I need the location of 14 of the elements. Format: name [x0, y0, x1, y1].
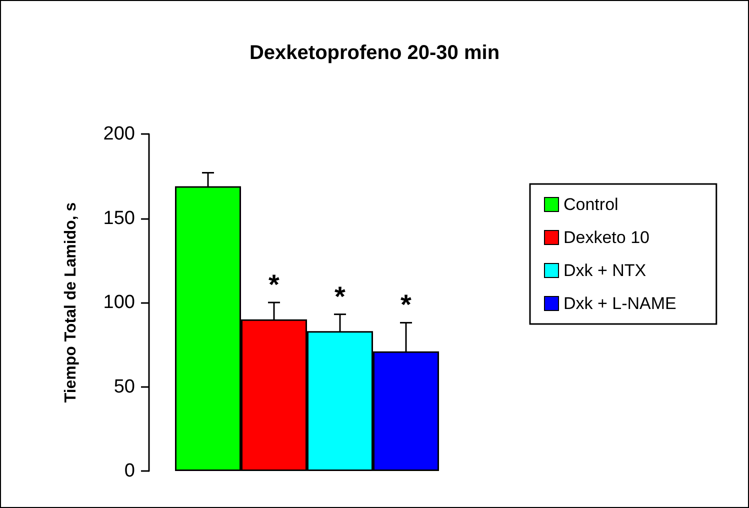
data-label: *	[268, 269, 280, 300]
legend-label: Control	[564, 195, 618, 214]
data-label: *	[400, 289, 412, 320]
y-tick-label: 100	[103, 292, 135, 313]
data-label: *	[334, 280, 346, 312]
legend-label: Dexketo 10	[564, 228, 650, 247]
y-tick-label: 150	[103, 208, 135, 229]
y-tick-label: 0	[124, 460, 135, 482]
y-axis-title: Tiempo Total de Lamido, s	[62, 202, 80, 403]
legend-label: Dxk + L-NAME	[564, 294, 676, 313]
y-tick-label: 200	[103, 124, 135, 144]
chart-title: Dexketoprofeno 20-30 min	[249, 42, 500, 64]
legend-label: Dxk + NTX	[564, 261, 646, 280]
y-tick-label: 50	[114, 376, 135, 398]
